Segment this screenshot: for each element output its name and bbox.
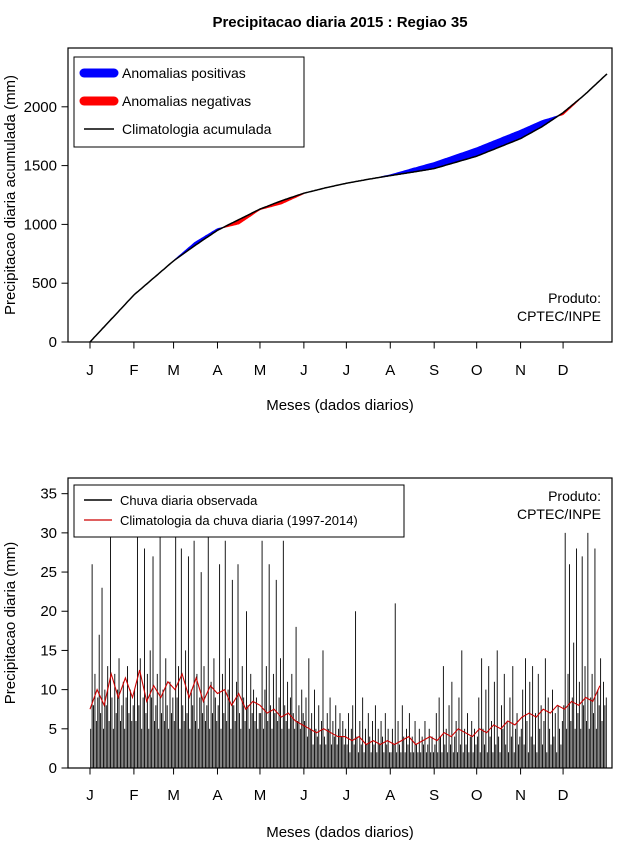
bottom-axes: 0 5 10 15 20 25 30 35 J F M A M J J A S O N D	[40, 486, 568, 804]
y-axis-tick-label: 1000	[24, 216, 57, 233]
climatology-line-group	[89, 73, 608, 343]
x-axis-tick-label: J	[86, 787, 94, 804]
y-axis-tick-label: 20	[40, 603, 57, 620]
daily-climatology-line	[89, 669, 601, 746]
y-axis-tick-label: 0	[49, 334, 57, 351]
x-axis-title: Meses (dados diarios)	[266, 397, 414, 414]
produto-label: Produto:	[548, 290, 601, 306]
chart-title: Precipitacao diaria 2015 : Regiao 35	[212, 14, 467, 31]
x-axis-tick-label: M	[167, 362, 180, 379]
x-axis-tick-label: J	[343, 787, 351, 804]
legend-label-climatology: Climatologia acumulada	[122, 121, 272, 137]
x-axis-tick-label: D	[558, 362, 569, 379]
climatology-accumulated-line	[89, 73, 608, 343]
x-axis-tick-label: M	[254, 362, 267, 379]
produto-label: Produto:	[548, 488, 601, 504]
y-axis-title: Precipitacao diaria acumulada (mm)	[2, 75, 19, 315]
x-axis-tick-label: D	[558, 787, 569, 804]
x-axis-tick-label: F	[129, 362, 138, 379]
x-axis-tick-label: S	[429, 787, 439, 804]
legend-label-negative-anomaly: Anomalias negativas	[122, 93, 251, 109]
x-axis-tick-label: F	[129, 787, 138, 804]
top-axes: 0 500 1000 1500 2000 J F M A M J J A S O N D	[24, 99, 569, 379]
x-axis-tick-label: J	[86, 362, 94, 379]
legend-label-observed-rain: Chuva diaria observada	[120, 493, 258, 508]
y-axis-tick-label: 10	[40, 682, 57, 699]
daily-rain-bars	[90, 525, 607, 768]
x-axis-tick-label: A	[212, 787, 222, 804]
daily-climatology-line-group	[89, 669, 601, 746]
x-axis-tick-label: O	[471, 362, 483, 379]
y-axis-tick-label: 500	[32, 275, 57, 292]
y-axis-tick-label: 1500	[24, 158, 57, 175]
y-axis-tick-label: 2000	[24, 99, 57, 116]
x-axis-tick-label: J	[300, 362, 308, 379]
x-axis-tick-label: J	[300, 787, 308, 804]
y-axis-tick-label: 0	[49, 760, 57, 777]
x-axis-tick-label: N	[515, 787, 526, 804]
x-axis-tick-label: A	[385, 362, 395, 379]
produto-source: CPTEC/INPE	[517, 506, 601, 522]
plot-border	[67, 47, 613, 343]
x-axis-tick-label: M	[254, 787, 267, 804]
daily-precipitation-chart: 0 5 10 15 20 25 30 35 J F M A M J J A S O N D Chuva diaria …	[2, 477, 613, 841]
x-axis-tick-label: A	[212, 362, 222, 379]
x-axis-tick-label: M	[167, 787, 180, 804]
y-axis-tick-label: 30	[40, 525, 57, 542]
cumulative-precipitation-chart: Precipitacao diaria 2015 : Regiao 35 0 50…	[2, 14, 613, 414]
y-axis-tick-label: 35	[40, 486, 57, 503]
x-axis-tick-label: J	[343, 362, 351, 379]
x-axis-tick-label: A	[385, 787, 395, 804]
legend-label-positive-anomaly: Anomalias positivas	[122, 65, 246, 81]
plot-border	[67, 477, 613, 769]
legend-box	[73, 484, 405, 538]
y-axis-tick-label: 5	[49, 721, 57, 738]
y-axis-tick-label: 15	[40, 642, 57, 659]
y-axis-tick-label: 25	[40, 564, 57, 581]
produto-source: CPTEC/INPE	[517, 308, 601, 324]
positive-anomaly-band	[381, 115, 559, 178]
y-axis-title: Precipitacao diaria (mm)	[2, 542, 19, 705]
x-axis-tick-label: S	[429, 362, 439, 379]
legend-label-daily-climatology: Climatologia da chuva diaria (1997-2014)	[120, 513, 358, 528]
x-axis-tick-label: N	[515, 362, 526, 379]
x-axis-tick-label: O	[471, 787, 483, 804]
x-axis-title: Meses (dados diarios)	[266, 824, 414, 841]
